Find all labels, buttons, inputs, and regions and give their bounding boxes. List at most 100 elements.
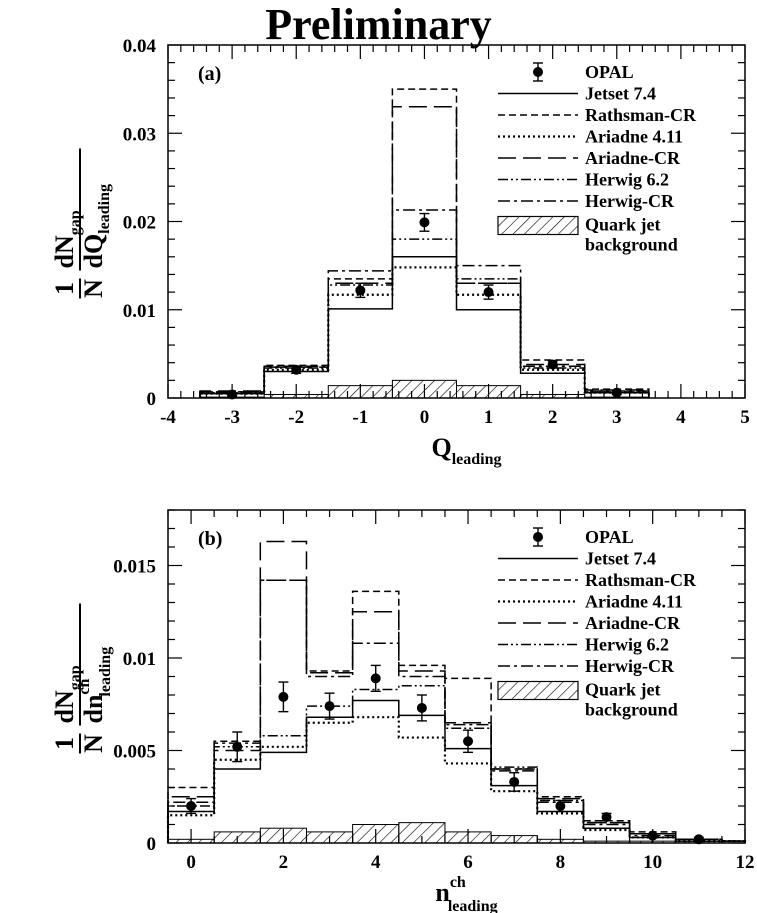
x-axis-label: Qleading <box>431 433 501 468</box>
data-point <box>370 673 381 684</box>
x-tick-label: 2 <box>548 407 558 428</box>
opal-points <box>227 212 622 400</box>
legend-label: Herwig 6.2 <box>585 635 669 655</box>
x-tick-label: -2 <box>288 407 304 428</box>
data-point <box>463 736 474 747</box>
y-tick-label: 0 <box>147 834 157 855</box>
x-axis-label-main: n <box>435 878 450 907</box>
y-tick-label: 0.03 <box>123 124 156 145</box>
x-tick-label: 6 <box>463 852 473 873</box>
legend-label: Herwig 6.2 <box>585 170 669 190</box>
x-axis-label-sup: ch <box>450 874 466 891</box>
series-ariadne-cr <box>199 106 650 398</box>
legend-label: Rathsman-CR <box>585 570 697 590</box>
x-tick-label: -1 <box>352 407 368 428</box>
data-point <box>601 812 612 823</box>
panel-a: -4 -3 -2 -1 0 1 2 3 4 5 0 0.01 0.02 0.03 0.04 (a) Qleadi… <box>50 36 750 468</box>
x-axis-label-sub: leading <box>448 898 498 913</box>
x-tick-label: 4 <box>676 407 686 428</box>
x-tick-label: -4 <box>160 407 176 428</box>
legend-label: Herwig-CR <box>585 656 675 676</box>
x-axis-label-main: Q <box>431 433 451 462</box>
x-tick-label: 2 <box>279 852 289 873</box>
legend-label: Herwig-CR <box>585 191 675 211</box>
series-ariadne-4-11 <box>198 266 650 398</box>
legend-hatch <box>497 215 579 236</box>
legend-hatch <box>497 680 579 701</box>
series-herwig-cr <box>199 209 650 398</box>
data-point <box>186 801 197 811</box>
legend-label: Rathsman-CR <box>585 105 697 125</box>
series-ariadne-4-11 <box>166 716 747 843</box>
series-herwig-6-2 <box>199 238 650 398</box>
data-point <box>355 285 366 296</box>
data-point <box>232 741 243 752</box>
legend-label: Ariadne-CR <box>585 148 681 168</box>
series-jetset-7-4 <box>199 256 650 398</box>
data-point <box>291 364 302 375</box>
y-tick-label: 0.005 <box>113 742 156 763</box>
legend-label: Ariadne 4.11 <box>585 127 683 147</box>
legend-marker <box>533 67 543 77</box>
legend-label: Jetset 7.4 <box>585 549 656 569</box>
y-label-n: N <box>79 279 108 298</box>
data-point <box>416 702 427 713</box>
chart-title: Preliminary <box>265 0 492 49</box>
data-point <box>509 776 520 787</box>
x-tick-label: 8 <box>556 852 566 873</box>
x-tick-label: -3 <box>224 407 240 428</box>
series-jetset-7-4 <box>167 699 746 843</box>
legend-label: Ariadne 4.11 <box>585 592 683 612</box>
legend-label: Quark jet <box>585 215 661 235</box>
y-label-den-main: dn <box>79 694 108 723</box>
x-tick-label: 0 <box>186 852 196 873</box>
y-tick-label: 0.01 <box>123 301 156 322</box>
y-tick-label: 0.01 <box>123 649 156 670</box>
data-point <box>324 701 335 712</box>
y-tick-label: 0.015 <box>113 557 156 578</box>
x-tick-label: 1 <box>484 407 494 428</box>
legend-label: background <box>585 700 678 720</box>
y-tick-label: 0.04 <box>123 36 157 57</box>
y-label-den-main: dQ <box>79 234 108 269</box>
y-label-den-sup: ch <box>76 678 93 694</box>
x-tick-label: 10 <box>643 852 662 873</box>
x-tick-label: 12 <box>736 852 755 873</box>
y-label-num-main: dN <box>50 690 79 723</box>
legend-label: background <box>585 235 678 255</box>
series-rathsman-cr <box>199 88 650 398</box>
y-label-den-sub: leading <box>97 647 114 697</box>
y-label-den-sub: leading <box>96 184 113 234</box>
x-tick-label: 3 <box>612 407 622 428</box>
data-point <box>278 691 289 702</box>
series-rathsman-cr <box>167 579 746 843</box>
panel-label: (a) <box>198 63 221 85</box>
legend-label: Quark jet <box>585 680 661 700</box>
x-tick-label: 0 <box>420 407 430 428</box>
data-point <box>547 359 558 370</box>
y-tick-label: 0 <box>147 389 157 410</box>
panel-label: (b) <box>198 528 222 550</box>
y-label-denominator: dQleading <box>79 184 113 268</box>
y-label-denominator: dnch leading <box>76 647 114 724</box>
legend-label: OPAL <box>585 527 634 547</box>
y-label-n: N <box>79 734 108 753</box>
legend-marker <box>533 532 543 542</box>
legend-label: OPAL <box>585 62 634 82</box>
legend-label: Jetset 7.4 <box>585 84 656 104</box>
x-tick-label: 5 <box>740 407 750 428</box>
data-point <box>483 287 494 298</box>
legend-label: Ariadne-CR <box>585 613 681 633</box>
y-label-prefix: 1 <box>50 737 79 750</box>
data-point <box>555 801 566 811</box>
x-tick-label: 4 <box>371 852 381 873</box>
y-label-prefix: 1 <box>50 282 79 295</box>
y-tick-label: 0.02 <box>123 213 156 234</box>
x-axis-label-sub: leading <box>452 451 502 468</box>
x-axis-label: nch leading <box>435 874 497 913</box>
